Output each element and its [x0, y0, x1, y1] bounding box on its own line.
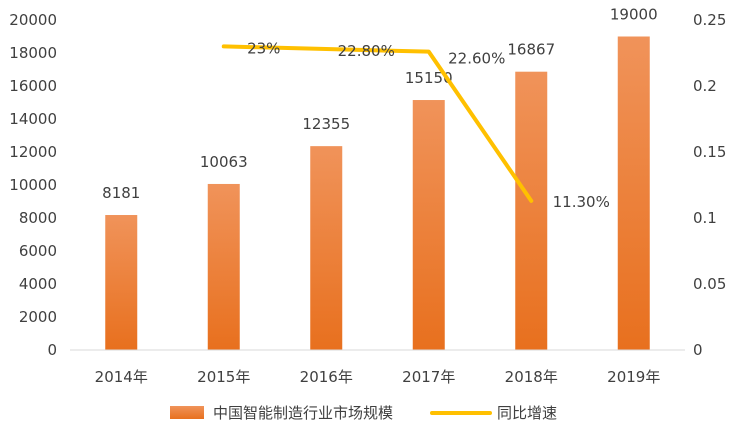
x-tick-label: 2016年: [300, 368, 353, 386]
bar-value-label: 19000: [610, 6, 658, 24]
x-tick-label: 2017年: [402, 368, 455, 386]
x-tick-label: 2019年: [607, 368, 660, 386]
bar: [617, 36, 650, 350]
line-series: 23% 22.80% 22.60% 11.30%: [221, 39, 610, 211]
y-tick-label: 12000: [9, 143, 57, 161]
bar-value-label: 8181: [102, 184, 140, 202]
y-tick-label: 6000: [19, 242, 57, 260]
bar-value-label: 16867: [507, 41, 555, 59]
y2-tick-label: 0.25: [693, 11, 726, 29]
x-tick-label: 2018年: [505, 368, 558, 386]
y-tick-label: 16000: [9, 77, 57, 95]
y2-tick-label: 0.05: [693, 275, 726, 293]
y-tick-label: 20000: [9, 11, 57, 29]
legend-swatch-bar: [170, 406, 204, 419]
line-value-label: 23%: [247, 39, 280, 57]
y2-tick-label: 0.2: [693, 77, 717, 95]
legend-label-line: 同比增速: [497, 404, 557, 422]
bar: [105, 215, 138, 350]
x-axis: 2014年 2015年 2016年 2017年 2018年 2019年: [70, 349, 685, 386]
y-tick-label: 14000: [9, 110, 57, 128]
bar: [515, 71, 548, 350]
x-tick-label: 2015年: [197, 368, 250, 386]
legend: 中国智能制造行业市场规模 同比增速: [170, 404, 557, 422]
y-tick-label: 18000: [9, 44, 57, 62]
line-value-label: 11.30%: [553, 193, 610, 211]
line-value-label: 22.80%: [338, 42, 395, 60]
bar-value-label: 10063: [200, 153, 248, 171]
y2-tick-label: 0.15: [693, 143, 726, 161]
bar: [412, 100, 445, 351]
bar-series: 8181 10063 12355 15150 16867 19000: [102, 6, 658, 351]
x-tick-label: 2014年: [95, 368, 148, 386]
bar: [207, 183, 240, 350]
bar-value-label: 12355: [302, 115, 350, 133]
right-y-axis: 0 0.05 0.1 0.15 0.2 0.25: [693, 11, 726, 359]
bar-value-label: 15150: [405, 69, 453, 87]
bar: [310, 146, 343, 350]
left-y-axis: 0 2000 4000 6000 8000 10000 12000 14000 16000 180…: [9, 11, 57, 359]
y-tick-label: 8000: [19, 209, 57, 227]
y2-tick-label: 0.1: [693, 209, 717, 227]
growth-line: [221, 44, 534, 203]
y2-tick-label: 0: [693, 341, 703, 359]
y-tick-label: 2000: [19, 308, 57, 326]
line-value-label: 22.60%: [448, 50, 505, 68]
y-tick-label: 0: [47, 341, 57, 359]
y-tick-label: 4000: [19, 275, 57, 293]
legend-label-bar: 中国智能制造行业市场规模: [213, 404, 393, 422]
y-tick-label: 10000: [9, 176, 57, 194]
